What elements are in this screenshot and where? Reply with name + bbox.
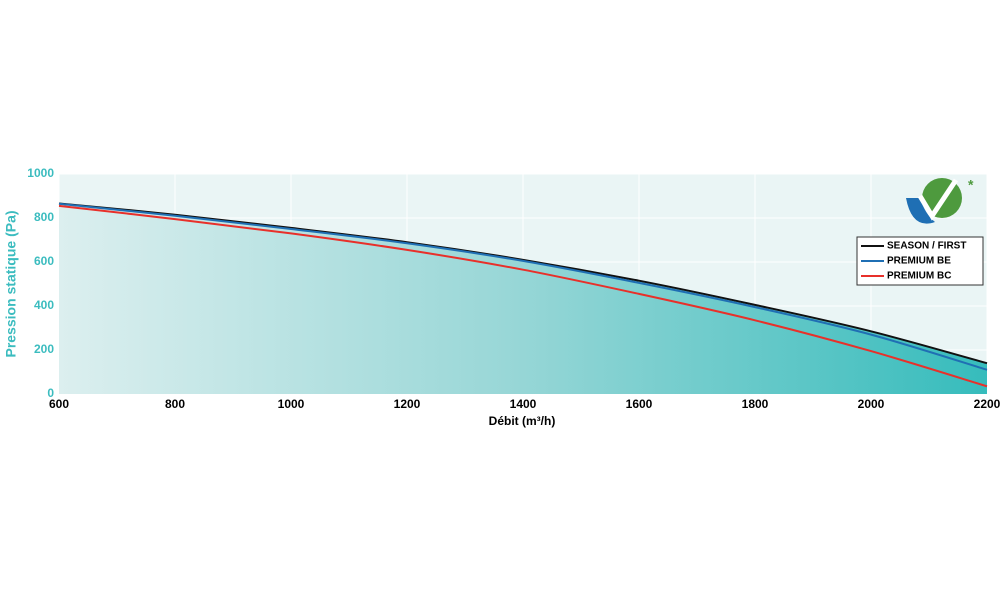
legend-label: PREMIUM BC — [887, 271, 951, 282]
y-tick-label: 800 — [34, 210, 54, 224]
y-tick-label: 400 — [34, 298, 54, 312]
x-tick-label: 1800 — [742, 397, 769, 411]
x-tick-label: 2000 — [858, 397, 885, 411]
x-tick-label: 1400 — [510, 397, 537, 411]
svg-text:*: * — [968, 177, 974, 193]
x-tick-label: 1600 — [626, 397, 653, 411]
area — [59, 203, 987, 394]
logo: * — [906, 177, 974, 224]
x-tick-label: 800 — [165, 397, 185, 411]
y-tick-label: 0 — [47, 386, 54, 400]
x-tick-label: 600 — [49, 397, 69, 411]
x-axis-label: Débit (m³/h) — [489, 414, 556, 428]
x-tick-label: 2200 — [974, 397, 1000, 411]
y-tick-label: 1000 — [27, 166, 54, 180]
x-tick-label: 1000 — [278, 397, 305, 411]
x-tick-label: 1200 — [394, 397, 421, 411]
legend-label: PREMIUM BE — [887, 256, 951, 267]
legend-label: SEASON / FIRST — [887, 241, 966, 252]
y-axis-label: Pression statique (Pa) — [3, 210, 19, 357]
y-tick-label: 200 — [34, 342, 54, 356]
line — [58, 202, 988, 371]
y-tick-label: 600 — [34, 254, 54, 268]
line — [58, 204, 988, 388]
line — [58, 202, 988, 365]
